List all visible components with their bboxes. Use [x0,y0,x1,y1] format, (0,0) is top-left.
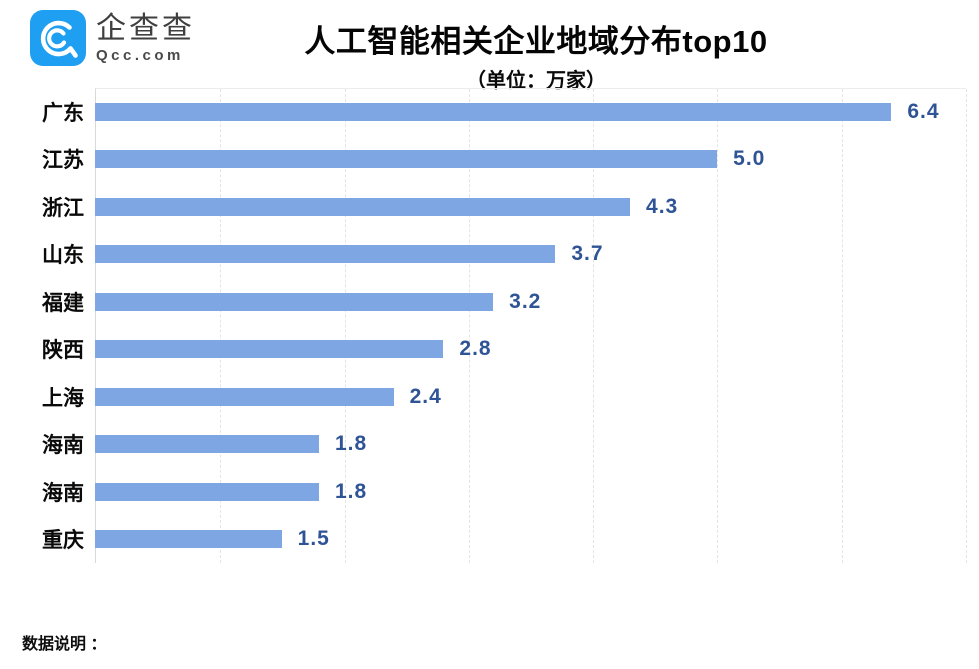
bar [95,150,718,169]
chart-row: 浙江 4.3 [0,183,979,231]
bar-track: 1.5 [95,516,966,564]
value-label: 1.8 [334,479,368,503]
value-label: 3.7 [571,242,604,266]
bar [95,197,631,216]
chart-row: 江苏 5.0 [0,136,979,184]
footnote-heading: 数据说明 ： [22,636,107,653]
bar [95,102,892,121]
bar-track: 1.8 [95,468,966,516]
bar-track: 5.0 [95,136,966,184]
brand-domain: Qcc.com [96,46,184,64]
value-label: 5.0 [733,147,766,171]
gridline [468,89,470,563]
value-label: 3.2 [509,289,542,313]
chart-row: 上海 2.4 [0,373,979,421]
gridline [841,89,843,563]
bar [95,292,494,311]
gridline [717,89,719,563]
bar-track: 1.8 [95,421,966,469]
chart-row: 重庆 1.5 [0,516,979,564]
gridline [966,89,967,563]
footnotes: 数据说明 ： 1、仅统计企业名、产品、经营范围含“人工智能”的在业、存续企业 2… [22,577,495,669]
chart-row: 陕西 2.8 [0,326,979,374]
value-label: 6.4 [907,99,940,123]
value-label: 4.3 [646,194,679,218]
chart-row: 福建 3.2 [0,278,979,326]
qcc-logo-icon [30,10,86,66]
gridline [593,89,595,563]
value-label: 1.8 [334,432,368,456]
bar [95,435,319,454]
category-label: 福建 [42,291,84,315]
category-label: 重庆 [42,529,84,553]
bar-rows: 广东 6.4 江苏 5.0 浙江 4.3 山东 3.7 福建 3.2 陕西 2.8 上海 2.4 海南 1.8… [0,88,979,563]
chart-subtitle: （单位：万家） [466,70,606,92]
chart-row: 海南 1.8 [0,421,979,469]
category-label: 山东 [42,244,84,268]
value-label: 2.4 [409,384,442,408]
chart-row: 海南 1.8 [0,468,979,516]
value-label: 1.5 [297,527,330,551]
value-label: 2.8 [459,337,492,361]
bar-track: 3.2 [95,278,966,326]
bar [95,340,444,359]
category-label: 上海 [42,386,84,410]
chart-title: 人工智能相关企业地域分布top10 [304,24,768,59]
bar-chart: 广东 6.4 江苏 5.0 浙江 4.3 山东 3.7 福建 3.2 陕西 2.8 上海 2.4 海南 1.8… [0,88,979,563]
bar-track: 2.8 [95,326,966,374]
bar [95,482,319,501]
brand-name: 企查查 [96,11,195,45]
category-label: 海南 [42,481,84,505]
chart-row: 广东 6.4 [0,88,979,136]
category-label: 广东 [42,101,84,125]
gridline [344,89,346,563]
bar [95,530,282,549]
category-label: 江苏 [42,149,84,173]
bar-track: 6.4 [95,88,966,136]
category-label: 陕西 [42,339,84,363]
bar-track: 3.7 [95,231,966,279]
chart-header: 人工智能相关企业地域分布top10 （单位：万家） [304,16,767,93]
bar [95,245,556,264]
bar-track: 4.3 [95,183,966,231]
category-label: 海南 [42,434,84,458]
bar [95,387,394,406]
chart-row: 山东 3.7 [0,231,979,279]
bar-track: 2.4 [95,373,966,421]
category-label: 浙江 [42,196,84,220]
gridline [220,89,222,563]
qcc-logo: 企查查 Qcc.com [30,10,195,66]
plot-area [95,88,967,563]
